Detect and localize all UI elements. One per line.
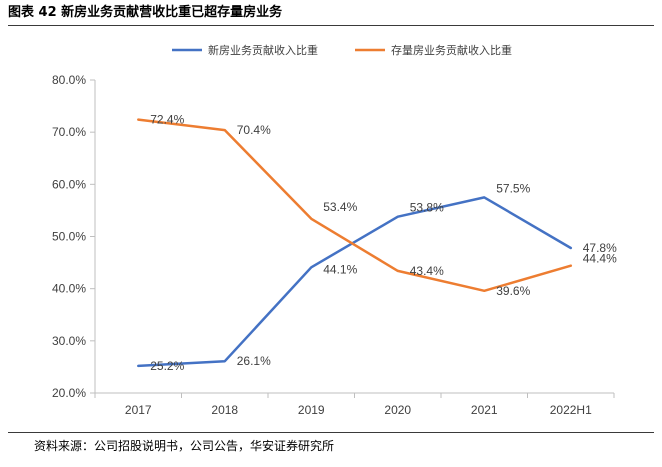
source-divider [8, 432, 654, 433]
data-label: 25.2% [150, 359, 184, 373]
y-tick-label: 20.0% [52, 386, 86, 400]
y-tick-label: 80.0% [52, 73, 86, 87]
data-label: 44.1% [323, 262, 357, 276]
data-label: 44.4% [583, 252, 617, 266]
legend-label-new-house: 新房业务贡献收入比重 [208, 43, 318, 57]
y-tick-label: 30.0% [52, 334, 86, 348]
figure-title: 图表 42 新房业务贡献营收比重已超存量房业务 [8, 5, 283, 20]
x-tick-label: 2020 [384, 403, 411, 417]
y-tick-label: 60.0% [52, 177, 86, 191]
data-label: 70.4% [237, 123, 271, 137]
y-tick-label: 70.0% [52, 125, 86, 139]
data-label: 57.5% [496, 181, 530, 195]
title-divider [8, 25, 654, 26]
source-note: 资料来源：公司招股说明书，公司公告，华安证券研究所 [34, 439, 335, 453]
data-label: 53.8% [410, 201, 444, 215]
x-tick-label: 2017 [125, 403, 152, 417]
x-tick-label: 2019 [298, 403, 325, 417]
y-tick-label: 40.0% [52, 282, 86, 296]
data-label: 43.4% [410, 264, 444, 278]
data-label: 72.4% [150, 113, 184, 127]
data-label: 26.1% [237, 354, 271, 368]
data-label: 39.6% [496, 284, 530, 298]
series-line-new-house [137, 196, 573, 368]
x-tick-label: 2022H1 [550, 403, 592, 417]
series-line-existing-house [137, 118, 573, 293]
data-label: 47.8% [583, 241, 617, 255]
legend-label-existing-house: 存量房业务贡献收入比重 [391, 43, 512, 57]
y-tick-label: 50.0% [52, 230, 86, 244]
x-tick-label: 2018 [211, 403, 238, 417]
data-label: 53.4% [323, 200, 357, 214]
x-tick-label: 2021 [471, 403, 498, 417]
